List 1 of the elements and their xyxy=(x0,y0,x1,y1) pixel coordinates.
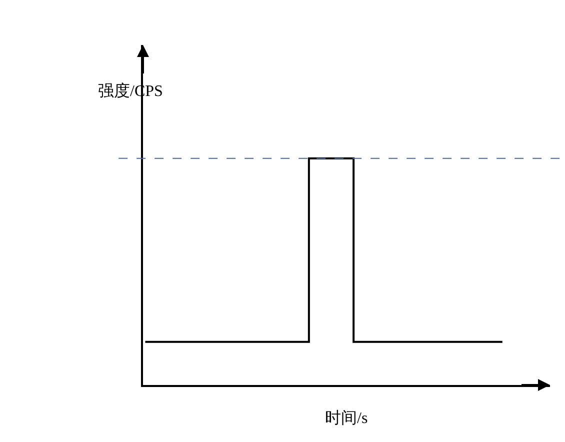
x-axis-title: 时间/s xyxy=(325,409,368,427)
